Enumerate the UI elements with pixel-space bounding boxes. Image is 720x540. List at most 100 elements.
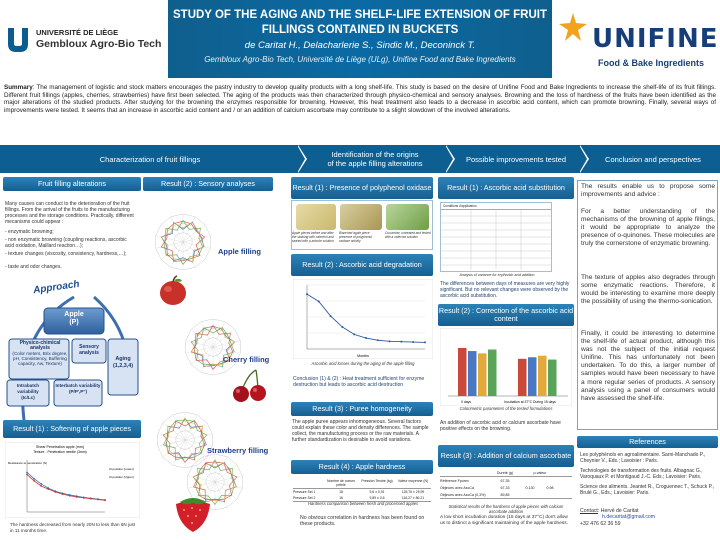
photo-cucumber [386,204,429,230]
soft-point [75,496,78,498]
asc-point [412,341,415,344]
anova-table-title: Conditions d'application [441,203,551,210]
radar-series [164,219,204,265]
radar-series [165,417,205,463]
hardness-cell: 116,27 ± 86,21 [401,496,425,500]
radar-series [195,459,235,505]
summary-text: : The management of logistic and stock m… [4,84,716,115]
photo-apple-pieces [296,204,336,230]
photo-cap-apple: Apple pieces before and after the staini… [292,231,334,243]
hardness-cell: 16 [339,496,343,500]
uliege-name: UNIVERSITÉ DE LIÈGE [36,28,119,37]
apple-icon [160,275,186,305]
ascorbic-correction-header: Result (2) : Correction of the ascorbic … [438,304,574,326]
radar-spoke [184,433,213,441]
hardness-text: No obvious correlation in hardness has b… [300,515,425,528]
approach-node-physchem-detail: (Color meters, Brix degree, pH, Consiste… [12,351,68,366]
calc-cell: Référence Fpurex [440,478,469,483]
radar-spoke [155,235,184,243]
softening-chart-title: Shear Penetration apple (mm) [36,445,84,449]
calc-row: Objinces avec AscCa (0,3%) 89,85 [440,491,572,499]
hardness-col-count: Nombre de coeurs pételé [327,479,355,487]
radar-spoke [214,481,237,500]
calc-cell: 89,85 [500,492,510,497]
section-improvements: Possible improvements tested [465,154,567,164]
corr-x-label-1: Incubation at 37°C During 15 days [504,400,556,404]
softening-chart-ylabel: Resistance to penetration (N) [8,461,47,465]
radar-spoke [182,241,205,260]
asc-chart-xlabel: Months [357,354,369,358]
hardness-col-mean: Valeur moyenne (N) [397,479,429,483]
asc-point [365,337,367,340]
radar-spoke [214,475,243,483]
calc-row: Référence Fpurex 67,35 [440,477,572,484]
radar-series [163,419,208,461]
softening-text: The hardness decreased from nearly 20N t… [10,522,136,533]
radar-spoke [163,422,186,441]
asc-point [329,315,332,318]
soft-point [97,498,99,501]
fruit-filling-alterations-header: Fruit filling alterations [3,177,141,191]
section-identification: Identification of the origins of the app… [305,145,445,173]
radar-spoke [193,464,216,483]
approach-node-apple-code: (P) [69,319,79,326]
approach-node-interbatch: Interbatch variability (P/P',P'') [54,383,102,395]
colorimetric-chart: 0 days Incubation at 37°C During 15 days [440,328,572,406]
radar-spoke [214,481,243,489]
radar-spoke [214,464,237,483]
soft-series-line [26,474,106,501]
hardness-col-pressure: Pression Tendre (kg) [361,479,393,483]
contact-name: : Hervé de Caritat [597,508,639,514]
radar-spoke [191,329,214,348]
corr-bar [468,351,477,396]
puree-text: The apple puree appears inhomogeneous. S… [292,419,429,444]
poster-affiliation: Gembloux Agro-Bio Tech, Université de Li… [204,55,516,64]
calc-cell: 67,33 [500,485,510,490]
soft-point [68,494,71,497]
radar-spoke [184,439,207,458]
conclusion-texture: The texture of apples also degrades thro… [581,274,715,306]
unifine-star-icon [559,13,587,41]
section-bar: Characterization of fruit fillings Ident… [0,145,720,173]
radar-spoke [212,329,235,348]
radar-series [162,420,207,461]
radar-series [194,324,234,370]
radar-series [192,462,238,503]
radar-spoke [187,475,216,483]
approach-node-aging-label: Aging [115,356,131,362]
approach-node-interbatch-code: (P/P',P'') [68,389,88,394]
contact-email-link[interactable]: h.decaritat@gmail.com [602,514,656,521]
radar-spoke [200,321,214,348]
radar-spoke [184,439,213,447]
colorimetric-caption: Colorimetric parameters of the tested fo… [459,406,553,411]
softening-header: Result (1) : Softening of apple pieces [3,420,141,438]
softening-legend-upper: Al position (Upper) [109,475,134,479]
approach-node-apple: Apple (P) [44,311,104,327]
softening-legend-lower: Al position (Lower) [109,467,134,471]
alteration-non-enzymatic: - non enzymatic browning (coupling react… [5,237,127,249]
calcium-text: A low short incubation duration (15 days… [440,515,568,526]
approach-node-intrabatch-code: (Ic/Lc) [21,395,35,400]
hardness-caption: Hardness comparison between fresh and pr… [307,501,419,506]
corr-x-label-0: 0 days [461,400,471,404]
asc-point [400,340,403,343]
soft-point [33,479,35,482]
alteration-taste: - taste and odor changes. [5,264,62,270]
radar-series [160,222,205,263]
soft-point [33,477,35,480]
approach-node-interbatch-label: Interbatch variability [55,383,101,388]
radar-spoke [163,439,186,458]
approach-node-sensory: Sensory analysis [79,344,99,356]
radar-spoke [155,241,184,249]
anova-table: Conditions d'application [440,202,552,272]
hardness-cell: 125,76 ± 25,99 [401,490,425,494]
poster-authors: de Caritat H., Delacharlerie S., Sindic … [244,40,476,51]
calc-cell: 0,130 [525,485,535,490]
corr-bar [548,359,557,396]
corr-bar [488,349,497,396]
radar-spoke [193,481,216,500]
asc-point [388,340,391,343]
ascorbic-caption: Ascorbic acid losses during the aging of… [311,361,415,366]
radar-spoke [182,235,211,243]
soft-point [26,471,28,474]
